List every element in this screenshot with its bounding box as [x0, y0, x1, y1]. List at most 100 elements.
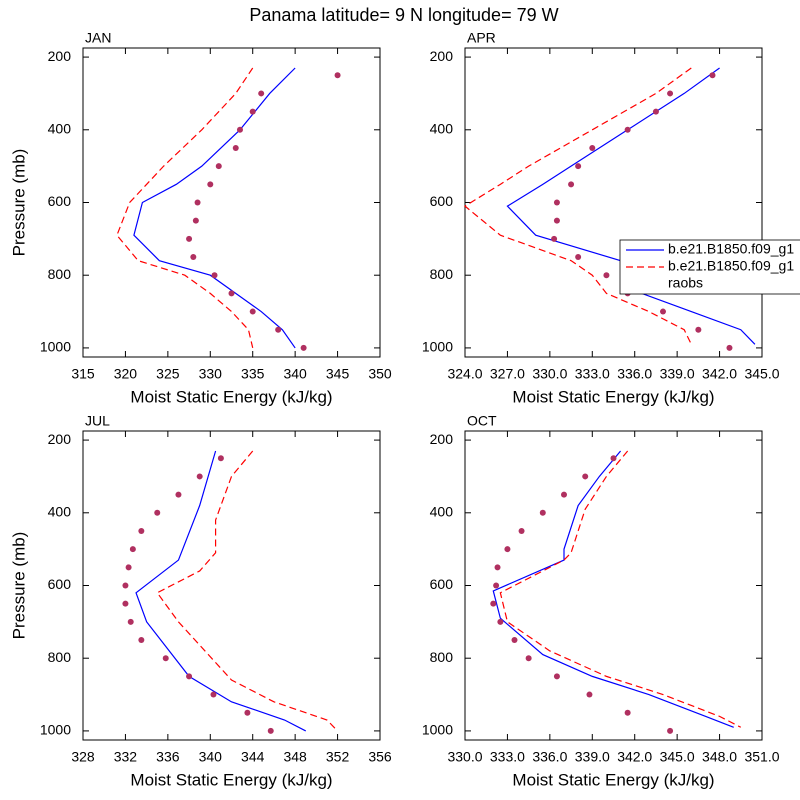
y-tick-label: 800	[48, 649, 72, 665]
legend: b.e21.B1850.f09_g1b.e21.B1850.f09_g1raob…	[619, 239, 800, 295]
raob-point	[207, 181, 214, 188]
raob-point	[249, 108, 256, 115]
x-tick-label: 325	[156, 366, 180, 382]
y-tick-label: 1000	[422, 722, 453, 738]
raob-point	[709, 72, 716, 79]
y-tick-label: 1000	[422, 339, 453, 355]
x-tick-label: 345.0	[660, 749, 695, 765]
raob-point	[194, 199, 201, 206]
raob-point	[162, 655, 169, 662]
x-tick-label: 356	[368, 749, 392, 765]
x-axis-label: Moist Static Energy (kJ/kg)	[512, 387, 714, 406]
raob-point	[211, 272, 218, 279]
x-tick-label: 327.0	[490, 366, 525, 382]
x-axis-label: Moist Static Energy (kJ/kg)	[130, 387, 332, 406]
x-axis-label: Moist Static Energy (kJ/kg)	[130, 770, 332, 789]
profile-line	[116, 67, 254, 349]
raob-point	[667, 90, 674, 97]
raob-point	[154, 509, 161, 516]
raob-point	[190, 254, 197, 261]
raob-point	[539, 509, 546, 516]
x-tick-label: 344	[241, 749, 265, 765]
raob-point	[138, 527, 145, 534]
raob-point	[575, 163, 582, 170]
raob-point	[129, 546, 136, 553]
profile-line	[133, 67, 296, 349]
y-axis-label: Pressure (mb)	[9, 149, 28, 257]
x-tick-label: 342.0	[617, 749, 652, 765]
y-tick-label: 800	[430, 266, 454, 282]
y-tick-label: 400	[430, 120, 454, 136]
raob-point	[175, 491, 182, 498]
raob-point	[610, 455, 617, 462]
raob-point	[127, 618, 134, 625]
raob-point	[624, 709, 631, 716]
y-tick-label: 400	[48, 503, 72, 519]
raob-point	[589, 144, 596, 151]
plot-frame	[464, 430, 763, 741]
x-tick-label: 345.0	[744, 366, 779, 382]
profile-line	[156, 450, 339, 732]
raob-point	[660, 308, 666, 315]
x-tick-label: 320	[114, 366, 138, 382]
x-tick-label: 342.0	[702, 366, 737, 382]
raob-point	[267, 727, 274, 734]
raob-point	[490, 600, 497, 607]
raob-point	[249, 308, 256, 315]
x-tick-label: 350	[368, 366, 392, 382]
raob-point	[504, 546, 511, 553]
y-tick-label: 600	[430, 193, 454, 209]
raob-point	[122, 600, 129, 607]
x-tick-label: 336.0	[617, 366, 652, 382]
x-tick-label: 330.0	[447, 749, 482, 765]
raob-point	[186, 235, 193, 242]
panel: OCT 330.0 333.0 336.0 339.0 342.0 345.0 348.0 35…	[422, 413, 780, 790]
raob-point	[228, 290, 235, 297]
y-tick-label: 200	[48, 431, 72, 447]
legend-label: b.e21.B1850.f09_g1	[668, 258, 794, 274]
x-tick-label: 335	[241, 366, 265, 382]
x-tick-label: 348	[283, 749, 307, 765]
raob-point	[186, 673, 193, 680]
x-tick-label: 330	[199, 366, 223, 382]
raob-point	[511, 637, 518, 644]
x-tick-label: 333.0	[575, 366, 610, 382]
raob-point	[695, 326, 702, 333]
y-tick-label: 400	[430, 503, 454, 519]
raob-point	[553, 199, 560, 206]
profile-line	[135, 450, 307, 732]
y-tick-label: 1000	[40, 722, 71, 738]
raob-point	[568, 181, 575, 188]
raob-point	[726, 344, 733, 351]
legend-label: b.e21.B1850.f09_g1	[668, 241, 794, 257]
x-tick-label: 315	[71, 366, 95, 382]
plot-frame	[464, 47, 763, 358]
x-axis-label: Moist Static Energy (kJ/kg)	[512, 770, 714, 789]
raob-point	[217, 455, 224, 462]
x-tick-label: 352	[326, 749, 350, 765]
raob-point	[244, 709, 251, 716]
raob-point	[232, 144, 239, 151]
raob-point	[551, 235, 558, 242]
y-tick-label: 200	[48, 48, 72, 64]
y-tick-label: 200	[430, 48, 454, 64]
x-tick-label: 324.0	[447, 366, 482, 382]
raob-point	[603, 272, 610, 279]
raob-point	[300, 344, 307, 351]
x-tick-label: 333.0	[490, 749, 525, 765]
x-tick-label: 336	[156, 749, 180, 765]
panel-title: APR	[467, 30, 496, 46]
y-tick-label: 800	[48, 266, 72, 282]
raob-point	[652, 108, 659, 115]
raob-point	[518, 527, 525, 534]
raob-point	[122, 582, 129, 589]
raob-point	[582, 473, 589, 480]
y-tick-label: 400	[48, 120, 72, 136]
panel: APR 324.0 327.0 330.0 333.0 336.0 339.0 342.0 34…	[422, 30, 800, 406]
profile-line	[463, 67, 692, 345]
raob-point	[493, 582, 500, 589]
x-tick-label: 340	[283, 366, 307, 382]
profile-line	[492, 450, 734, 728]
y-tick-label: 600	[48, 576, 72, 592]
